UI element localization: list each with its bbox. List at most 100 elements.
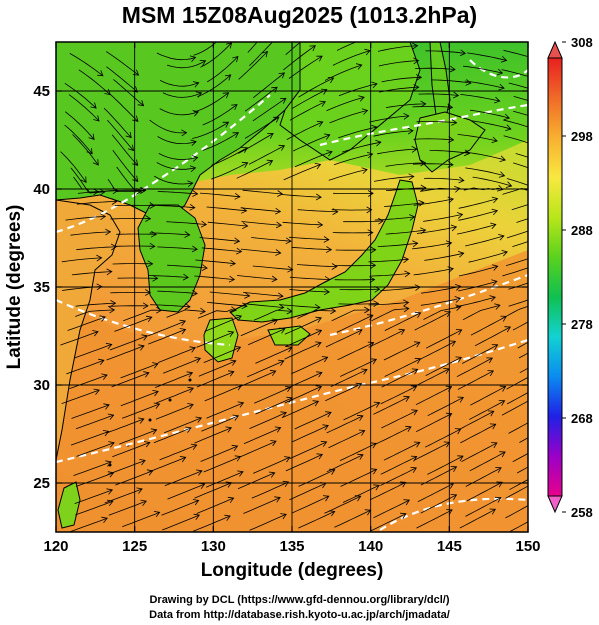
streamline-arrow (403, 299, 410, 307)
streamline-arrow (231, 104, 238, 111)
streamline (120, 391, 159, 407)
streamline-arrow (152, 362, 159, 369)
streamline-arrow (539, 224, 545, 230)
streamline (69, 53, 104, 77)
streamline-arrow (327, 77, 335, 84)
streamline-arrow (315, 316, 322, 323)
streamline-arrow (227, 496, 235, 504)
streamline (505, 505, 528, 519)
streamline-arrow (413, 84, 420, 91)
streamline (157, 290, 198, 294)
streamline (240, 248, 281, 254)
streamline (75, 472, 114, 487)
streamline (373, 499, 410, 519)
x-axis-ticks: 120 125 130 135 140 145 150 (43, 42, 541, 555)
streamline-arrow (503, 113, 511, 121)
streamline-arrow (271, 318, 279, 325)
streamline (474, 326, 511, 347)
streamline-arrow (535, 76, 541, 82)
streamline (157, 136, 197, 145)
streamline (415, 67, 456, 70)
streamline (105, 189, 146, 192)
streamline-arrow (355, 382, 363, 389)
streamline-arrow (535, 262, 541, 268)
streamline-arrow (449, 65, 456, 73)
streamline-arrow (232, 132, 239, 139)
streamline-arrow (192, 499, 200, 506)
streamline (284, 317, 322, 335)
streamline (103, 107, 132, 138)
streamline-arrow (107, 499, 114, 507)
streamline (75, 500, 114, 516)
streamline-arrow (277, 292, 284, 300)
streamline (286, 121, 323, 140)
streamline (431, 79, 471, 84)
streamline-arrow (504, 326, 511, 333)
streamline-arrow (271, 275, 278, 283)
streamline-arrow (413, 341, 421, 348)
streamline (249, 412, 287, 429)
streamline-arrow (418, 199, 425, 207)
streamline (381, 76, 422, 83)
streamline-arrow (234, 346, 242, 353)
streamline-arrow (149, 202, 156, 209)
streamline (385, 229, 426, 235)
streamline (167, 483, 205, 500)
streamline (325, 383, 362, 402)
streamline (291, 356, 328, 375)
streamline-arrow (179, 456, 187, 463)
streamline (61, 389, 100, 404)
streamline-arrow (312, 400, 320, 407)
streamline-arrow (199, 307, 206, 315)
streamline (418, 93, 459, 96)
streamline-arrow (328, 468, 336, 475)
streamline (501, 400, 528, 416)
streamline-arrow (96, 283, 103, 291)
streamline (284, 329, 322, 348)
streamline-arrow (144, 289, 151, 296)
streamline-arrow (375, 139, 382, 147)
streamline-arrow (408, 173, 415, 181)
streamline (415, 386, 452, 406)
streamline (331, 309, 370, 322)
streamline (64, 82, 97, 109)
streamline (413, 138, 454, 141)
streamline-arrow (535, 479, 541, 484)
streamline (248, 328, 286, 346)
streamline-arrow (538, 414, 544, 419)
streamline-arrow (222, 121, 230, 128)
streamline (113, 79, 144, 107)
streamline-arrow (491, 264, 499, 271)
streamline (198, 360, 236, 377)
streamline-arrow (455, 329, 463, 336)
streamline (253, 309, 293, 321)
streamline-arrow (141, 334, 149, 341)
streamline (207, 221, 248, 227)
streamline-arrow (153, 402, 161, 409)
streamline-arrow (325, 411, 332, 418)
y-tick-label: 25 (33, 475, 50, 492)
streamline (377, 148, 417, 155)
streamline (107, 460, 146, 475)
streamline (334, 509, 371, 528)
streamline (201, 247, 242, 252)
streamline (369, 513, 407, 532)
streamline (343, 220, 384, 223)
streamline-arrow (356, 63, 363, 70)
isotherm-contours (56, 59, 528, 531)
streamline (513, 162, 528, 169)
streamline-arrow (414, 312, 422, 318)
streamline-arrow (367, 229, 374, 237)
streamline-arrow (187, 180, 194, 188)
streamline (211, 162, 248, 180)
streamline-arrow (227, 370, 235, 377)
streamline-arrow (110, 243, 117, 251)
streamline-arrow (152, 274, 159, 282)
streamline-arrow (125, 131, 132, 139)
streamline (149, 119, 187, 134)
streamline (249, 513, 287, 531)
korea-peninsula (137, 204, 206, 313)
streamline-arrow (501, 250, 508, 257)
streamline (202, 104, 238, 126)
streamline-arrow (491, 344, 499, 351)
